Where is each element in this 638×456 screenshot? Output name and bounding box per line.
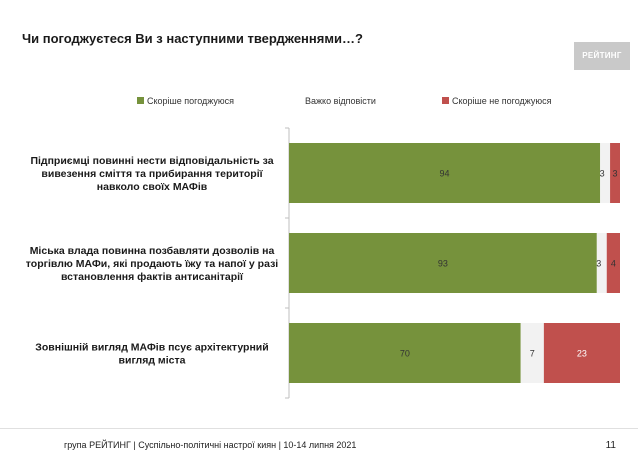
legend-swatch bbox=[137, 97, 144, 104]
category-label: вивезення сміття та прибирання території bbox=[41, 168, 263, 180]
bar-segment bbox=[543, 323, 620, 383]
page-title: Чи погоджуєтеся Ви з наступними тверджен… bbox=[22, 31, 363, 46]
bar-segment bbox=[610, 143, 620, 203]
footer-source: група РЕЙТИНГ | Суспільно-політичні наст… bbox=[64, 440, 357, 450]
bar-segment bbox=[606, 233, 620, 293]
bar-segment bbox=[289, 233, 597, 293]
bar-segment bbox=[289, 323, 521, 383]
brand-logo bbox=[574, 42, 630, 70]
data-label: 3 bbox=[596, 259, 601, 269]
footer-divider bbox=[0, 428, 638, 429]
page-number: 11 bbox=[605, 440, 616, 451]
data-label: 7 bbox=[530, 349, 535, 359]
category-label: вигляд міста bbox=[119, 355, 186, 367]
bar-segment bbox=[289, 143, 601, 203]
bar-segment bbox=[600, 143, 611, 203]
brand-logo-text: РЕЙТИНГ bbox=[582, 51, 622, 60]
data-label: 4 bbox=[611, 259, 616, 269]
data-label: 3 bbox=[613, 169, 618, 179]
category-label: навколо своїх МАФів bbox=[97, 181, 208, 193]
category-label: торгівлю МАФи, які продають їжу та напої… bbox=[26, 258, 279, 270]
legend-swatch bbox=[442, 97, 449, 104]
category-label: встановлення фактів антисанітарії bbox=[61, 271, 244, 283]
data-label: 93 bbox=[438, 259, 448, 269]
bar-segment bbox=[596, 233, 607, 293]
data-label: 3 bbox=[600, 169, 605, 179]
legend-label: Важко відповісти bbox=[305, 96, 376, 106]
data-label: 23 bbox=[577, 349, 587, 359]
legend-label: Скоріше погоджуюся bbox=[147, 96, 234, 106]
legend-label: Скоріше не погоджуюся bbox=[452, 96, 552, 106]
bar-segment bbox=[520, 323, 544, 383]
data-label: 70 bbox=[400, 349, 410, 359]
data-label: 94 bbox=[440, 169, 450, 179]
category-label: Міська влада повинна позбавляти дозволів… bbox=[30, 245, 275, 257]
category-label: Зовнішній вигляд МАФів псує архітектурни… bbox=[35, 342, 268, 354]
category-label: Підприємці повинні нести відповідальніст… bbox=[30, 155, 273, 167]
